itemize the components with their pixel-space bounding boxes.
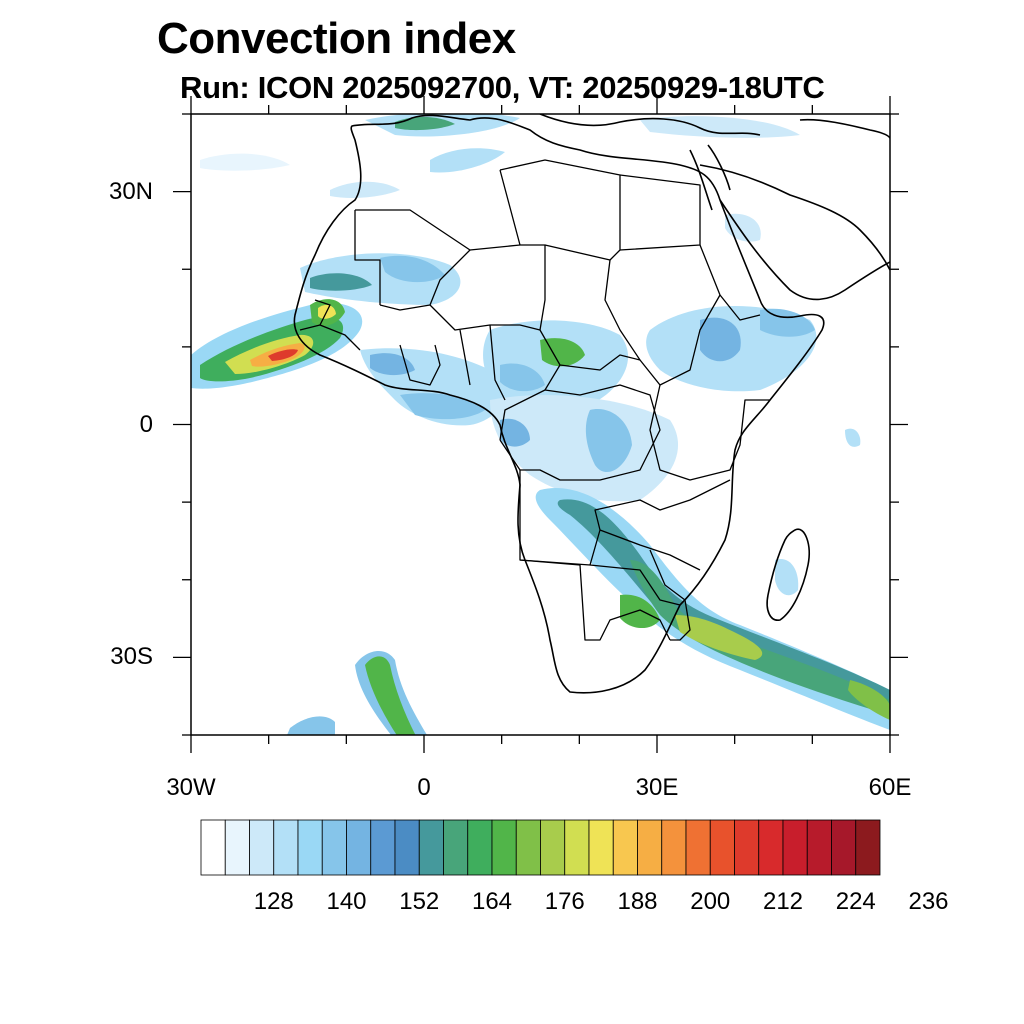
border [299, 299, 441, 386]
lon-tick-label: 0 [417, 774, 431, 801]
border [499, 329, 641, 441]
field-patch [845, 428, 861, 447]
colorbar-swatch [515, 819, 541, 876]
colorbar-swatch [418, 819, 444, 876]
colorbar-swatch [734, 819, 760, 876]
colorbar-label: 212 [762, 888, 804, 915]
colorbar-swatch [709, 819, 735, 876]
lat-tick-label: 30N [108, 177, 153, 205]
colorbar-swatch [758, 819, 784, 876]
field-patch [330, 181, 400, 198]
field-patch [760, 308, 815, 337]
colorbar-label: 152 [399, 888, 440, 915]
colorbar-swatch [394, 819, 420, 876]
chart-title: Convection index [157, 14, 516, 63]
field-patch [365, 656, 416, 735]
chart-subtitle: Run: ICON 2025092700, VT: 20250929-18UTC [180, 70, 825, 105]
colorbar-swatch [540, 819, 566, 876]
colorbar-swatch [855, 819, 881, 876]
field-patch [585, 409, 632, 473]
colorbar-label: 140 [326, 888, 367, 915]
colorbar-swatch [249, 819, 275, 876]
colorbar-swatch [224, 819, 250, 876]
field-patch [500, 418, 530, 447]
field-patch [200, 153, 290, 171]
border [604, 174, 701, 386]
europe-coastline [539, 114, 890, 139]
field-patch [775, 559, 799, 596]
lon-tick-label: 60E [868, 774, 912, 801]
colorbar-label: 236 [908, 888, 949, 915]
colorbar-label: 200 [690, 888, 731, 915]
colorbar-swatch [588, 819, 614, 876]
colorbar-swatch [297, 819, 323, 876]
field-patch [557, 499, 890, 712]
field-patch [310, 273, 372, 291]
colorbar-swatch [467, 819, 493, 876]
field-patch [675, 615, 763, 660]
field-patch [490, 395, 679, 502]
colorbar-swatch [782, 819, 808, 876]
madagascar-coastline [766, 528, 810, 621]
field-patch [287, 716, 335, 735]
border [649, 244, 770, 481]
colorbar-swatch [443, 819, 469, 876]
colorbar-swatch [491, 819, 517, 876]
colorbar-swatch [685, 819, 711, 876]
lat-tick-label: 30S [110, 643, 153, 671]
colorbar-swatch [346, 819, 372, 876]
border [519, 559, 681, 641]
field-patch [540, 338, 585, 367]
lon-tick-label: 30E [635, 774, 679, 801]
colorbar-swatch [321, 819, 347, 876]
convection-field [191, 114, 890, 735]
border [499, 384, 661, 481]
lon-tick-label: 30W [166, 774, 216, 801]
colorbar-swatch [831, 819, 857, 876]
field-patch [630, 560, 890, 715]
border [499, 159, 621, 261]
field-patch [700, 317, 741, 362]
field-patch [430, 148, 505, 173]
axis-ticks [173, 96, 908, 753]
lat-tick-label: 0 [139, 410, 153, 438]
field-patch [500, 363, 545, 392]
country-borders [299, 159, 770, 641]
colorbar-swatch [637, 819, 663, 876]
colorbar [200, 819, 881, 876]
colorbar-swatch [564, 819, 590, 876]
arabia-coastline [699, 164, 890, 301]
field-patch [380, 255, 445, 283]
colorbar-label: 176 [544, 888, 585, 915]
colorbar-swatch [612, 819, 638, 876]
colorbar-swatch [200, 819, 226, 876]
colorbar-swatch [370, 819, 396, 876]
colorbar-swatch [273, 819, 299, 876]
border [459, 324, 506, 401]
border [649, 549, 691, 641]
colorbar-label: 128 [253, 888, 294, 915]
colorbar-label: 188 [617, 888, 658, 915]
colorbar-label: 164 [471, 888, 513, 915]
colorbar-swatch [806, 819, 832, 876]
colorbar-label: 224 [835, 888, 876, 915]
field-patch [620, 594, 660, 629]
field-patch [395, 116, 455, 131]
field-patch [268, 349, 298, 361]
red-sea-coastline [689, 144, 731, 211]
field-patch [848, 680, 890, 720]
colorbar-swatch [661, 819, 687, 876]
